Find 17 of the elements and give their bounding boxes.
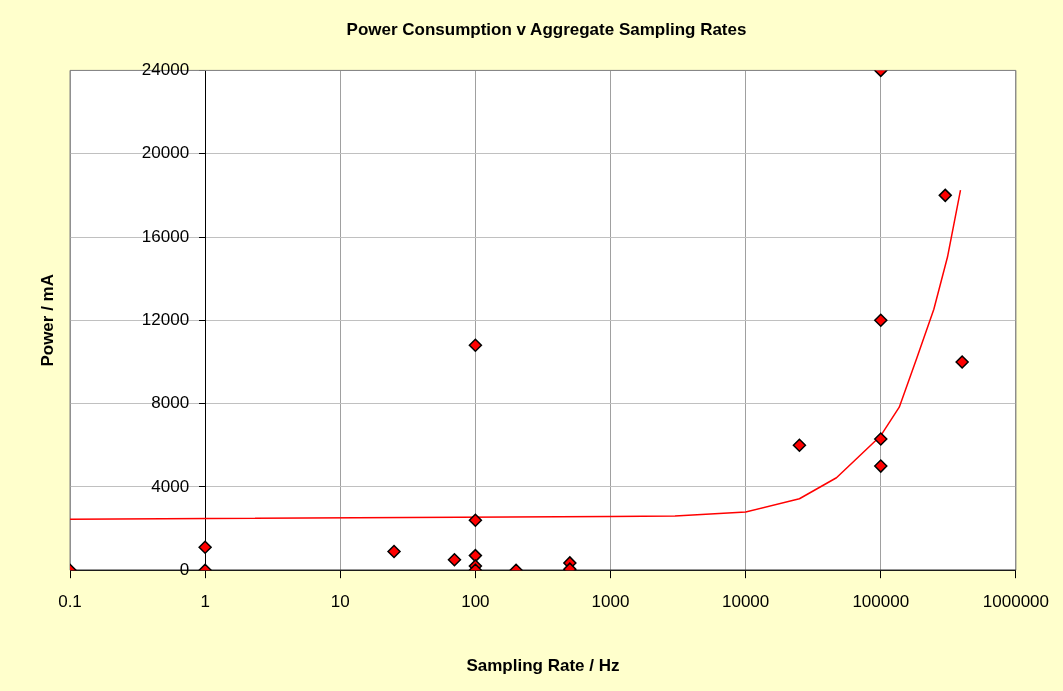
y-tick-label: 8000	[151, 393, 190, 413]
x-tick-label: 1	[200, 592, 210, 612]
x-tick-label: 10	[330, 592, 350, 612]
y-tick-label: 4000	[151, 476, 190, 496]
x-tick-label: 0.1	[58, 592, 82, 612]
chart-title: Power Consumption v Aggregate Sampling Rates	[346, 19, 747, 39]
y-tick-label: 12000	[141, 309, 190, 329]
y-tick-label: 16000	[141, 226, 190, 246]
x-tick-label: 1000000	[982, 592, 1049, 612]
x-tick-label: 100000	[852, 592, 910, 612]
x-tick-label: 100	[461, 592, 490, 612]
x-tick-label: 10000	[722, 592, 770, 612]
y-tick-label: 20000	[141, 143, 190, 163]
x-tick-label: 1000	[591, 592, 630, 612]
y-tick-label: 24000	[141, 60, 190, 80]
y-axis-title: Power / mA	[37, 274, 57, 367]
x-axis-title: Sampling Rate / Hz	[466, 656, 620, 676]
